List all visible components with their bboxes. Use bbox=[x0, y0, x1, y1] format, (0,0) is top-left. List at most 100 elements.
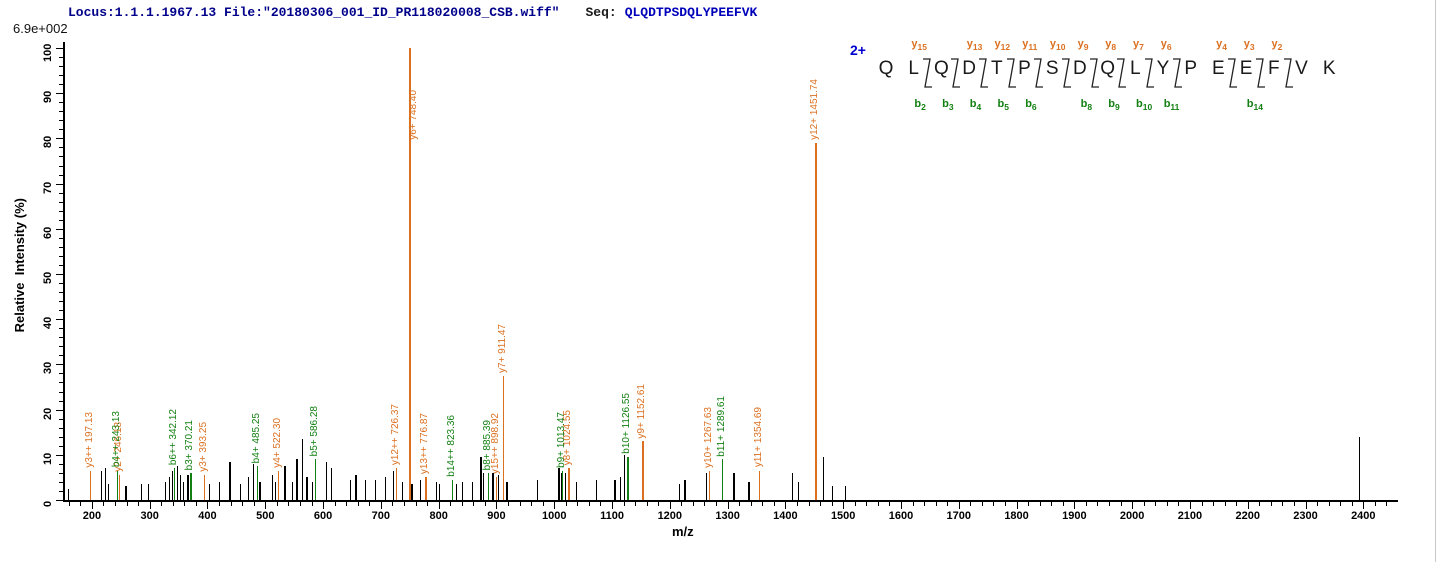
x-minor-tick bbox=[369, 502, 371, 506]
unassigned-peak bbox=[619, 477, 621, 500]
b-ion-map-label: b14 bbox=[1246, 98, 1263, 113]
x-minor-tick bbox=[600, 502, 602, 506]
x-minor-tick bbox=[1374, 502, 1376, 506]
residue-letter: K bbox=[1322, 58, 1336, 79]
unassigned-peak bbox=[411, 484, 413, 500]
y-minor-tick bbox=[59, 427, 63, 429]
x-minor-tick bbox=[195, 502, 197, 506]
x-minor-tick bbox=[357, 502, 359, 506]
residue-letter: Y bbox=[1156, 58, 1170, 79]
y-tick-label: 50 bbox=[42, 271, 54, 284]
x-minor-tick bbox=[531, 502, 533, 506]
y-ion-peak-label: y6+ 748.40 bbox=[407, 90, 419, 140]
y-minor-tick bbox=[59, 147, 63, 149]
x-minor-tick bbox=[1328, 502, 1330, 506]
x-minor-tick bbox=[311, 502, 313, 506]
unassigned-peak bbox=[558, 468, 560, 500]
unassigned-peak bbox=[614, 479, 616, 500]
y-ion-peak bbox=[90, 470, 92, 500]
b-ion-peak-label: b9+ 1013.47 bbox=[556, 411, 568, 468]
b-ion-map-label: b11 bbox=[1163, 98, 1180, 113]
unassigned-peak bbox=[176, 466, 179, 500]
seq-label: Seq: bbox=[585, 5, 617, 20]
x-major-tick bbox=[1247, 502, 1249, 509]
unassigned-peak bbox=[141, 484, 143, 500]
x-tick-label: 2300 bbox=[1293, 510, 1318, 522]
x-major-tick bbox=[612, 502, 614, 509]
x-minor-tick bbox=[1143, 502, 1145, 506]
y-tick-label: 10 bbox=[42, 452, 54, 465]
x-minor-tick bbox=[565, 502, 567, 506]
x-minor-tick bbox=[1351, 502, 1353, 506]
x-minor-tick bbox=[219, 502, 221, 506]
y-ion-map-label: y8 bbox=[1105, 38, 1117, 53]
x-axis-title: m/z bbox=[672, 524, 694, 539]
residue-letter: E bbox=[1212, 58, 1225, 79]
b-ion-peak-label: b4++ 243.13 bbox=[110, 411, 122, 468]
x-minor-tick bbox=[623, 502, 625, 506]
y-tick-label: 20 bbox=[42, 407, 54, 420]
unassigned-peak bbox=[364, 479, 366, 500]
unassigned-peak bbox=[306, 477, 308, 500]
x-minor-tick bbox=[461, 502, 463, 506]
x-minor-tick bbox=[484, 502, 486, 506]
x-minor-tick bbox=[103, 502, 105, 506]
y-minor-tick bbox=[59, 337, 63, 339]
y-tick-label: 80 bbox=[42, 136, 54, 149]
b-ion-peak bbox=[627, 457, 629, 500]
sequence-header: Seq: QLQDTPSDQLYPEEFVK bbox=[585, 5, 757, 20]
y-minor-tick bbox=[59, 490, 63, 492]
y-major-tick bbox=[56, 319, 63, 321]
unassigned-peak bbox=[797, 481, 799, 500]
y-minor-tick bbox=[59, 210, 63, 212]
unassigned-peak bbox=[147, 484, 150, 500]
x-minor-tick bbox=[161, 502, 163, 506]
x-minor-tick bbox=[889, 502, 891, 506]
b-ion-map-label: b10 bbox=[1136, 98, 1153, 113]
b-ion-peak bbox=[721, 459, 723, 500]
unassigned-peak bbox=[325, 461, 328, 500]
y-major-tick bbox=[56, 364, 63, 366]
y-ion-peak bbox=[568, 468, 570, 500]
x-minor-tick bbox=[993, 502, 995, 506]
y-minor-tick bbox=[59, 373, 63, 375]
x-minor-tick bbox=[288, 502, 290, 506]
unassigned-peak bbox=[482, 472, 484, 500]
y-minor-tick bbox=[59, 481, 63, 483]
unassigned-peak bbox=[480, 457, 482, 500]
residue-letter: Q bbox=[934, 58, 949, 79]
x-minor-tick bbox=[1097, 502, 1099, 506]
seq-value: QLQDTPSDQLYPEEFVK bbox=[624, 5, 758, 20]
unassigned-peak bbox=[284, 466, 286, 500]
x-tick-label: 1900 bbox=[1062, 510, 1087, 522]
b-ion-peak-label: b14++ 823.36 bbox=[446, 414, 458, 477]
x-tick-label: 400 bbox=[198, 510, 217, 522]
y-ion-peak-label: y12++ 726.37 bbox=[390, 404, 402, 466]
x-minor-tick bbox=[947, 502, 949, 506]
y-major-tick bbox=[56, 138, 63, 140]
b-ion-peak-label: b3+ 370.21 bbox=[184, 419, 196, 470]
unassigned-peak bbox=[229, 461, 231, 500]
x-tick-label: 1200 bbox=[657, 510, 683, 522]
unassigned-peak bbox=[67, 488, 69, 500]
unassigned-peak bbox=[355, 475, 357, 500]
y-minor-tick bbox=[59, 400, 63, 402]
y-ion-peak-label: y3++ 197.13 bbox=[84, 412, 96, 468]
y-ion-peak bbox=[759, 470, 761, 500]
y-ion-map-label: y4 bbox=[1216, 38, 1227, 53]
y-minor-tick bbox=[59, 264, 63, 266]
x-major-tick bbox=[149, 502, 151, 509]
cleavage-mark bbox=[1169, 56, 1185, 92]
x-minor-tick bbox=[820, 502, 822, 506]
y-ion-map-label: y10 bbox=[1049, 38, 1066, 53]
y-ion-peak bbox=[278, 470, 280, 500]
unassigned-peak bbox=[420, 479, 422, 500]
residue-letter: V bbox=[1295, 58, 1308, 79]
x-minor-tick bbox=[1062, 502, 1064, 506]
y-ion-peak-label: y7+ 911.47 bbox=[497, 323, 509, 373]
unassigned-peak bbox=[705, 472, 707, 500]
y-ion-peak bbox=[408, 48, 411, 500]
x-minor-tick bbox=[1039, 502, 1041, 506]
y-major-tick bbox=[56, 93, 63, 95]
x-minor-tick bbox=[1120, 502, 1122, 506]
